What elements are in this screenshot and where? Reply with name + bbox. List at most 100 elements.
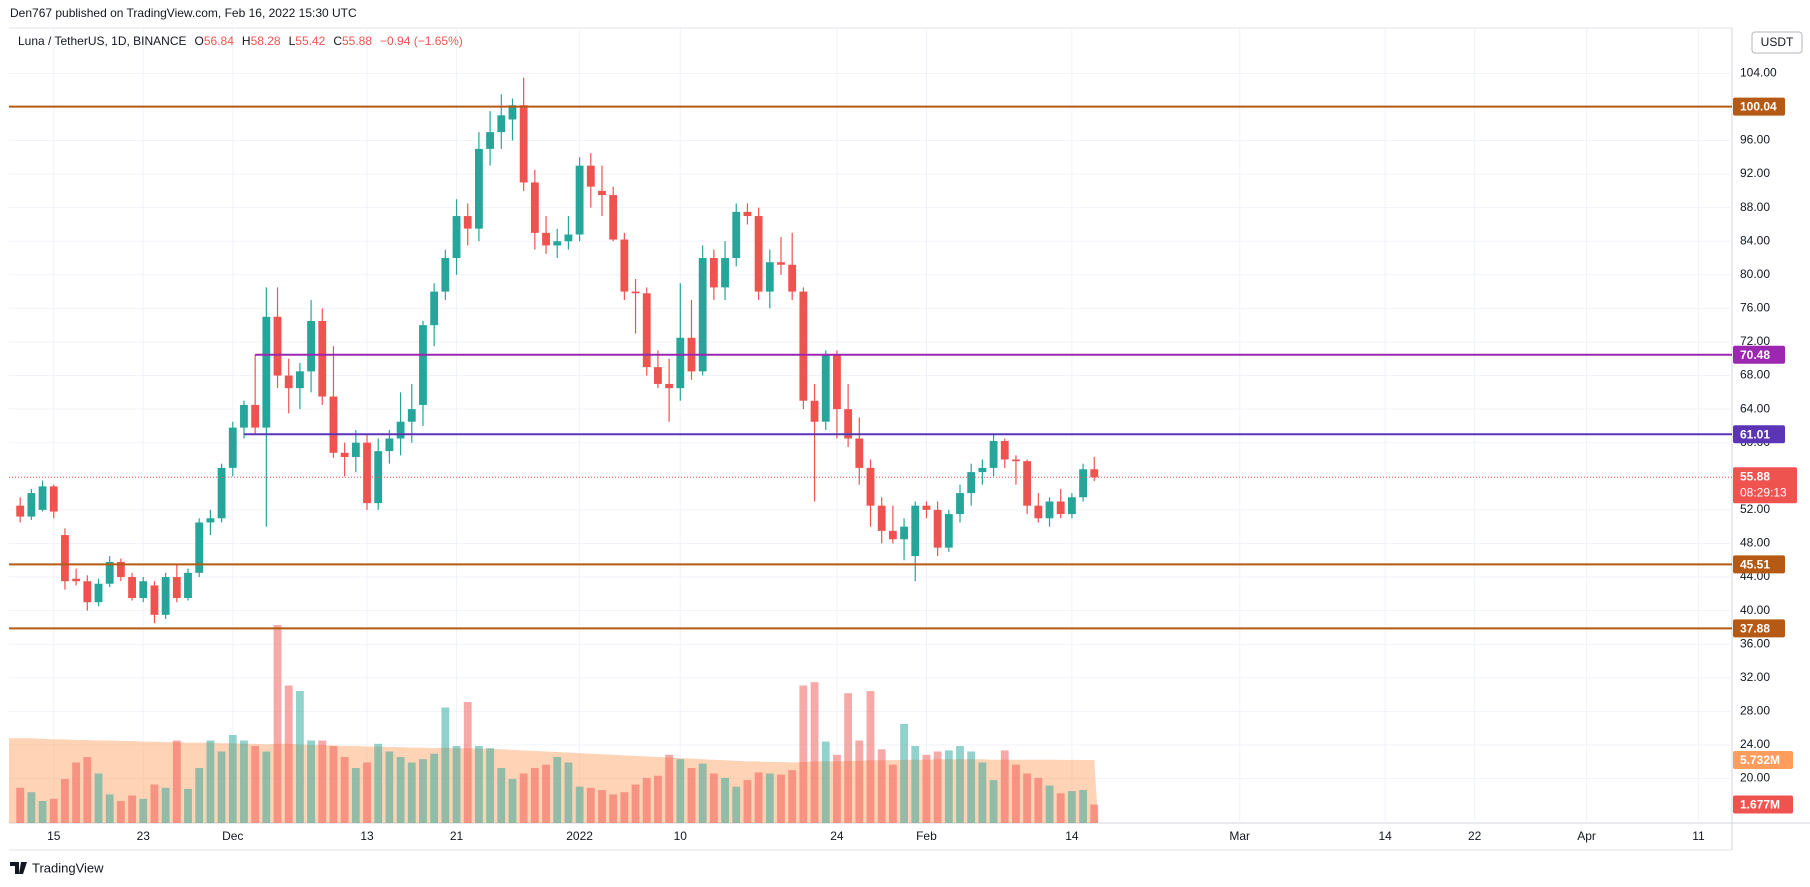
legend-ohlc-value: 55.42 [295,34,325,48]
x-tick-label: 11 [1692,829,1705,843]
candle-body [72,578,81,582]
volume-bar [83,757,92,823]
volume-bar [329,746,338,823]
candle-body [676,337,685,389]
volume-bar [1023,773,1032,823]
candle-body [810,400,819,422]
candle-body [497,115,506,133]
volume-bar [844,693,853,823]
volume-bar [363,762,371,823]
price-level-label: 45.51 [1740,558,1770,572]
last-price-label: 55.88 [1740,469,1770,483]
candle-body [911,505,920,557]
volume-bar [240,740,248,823]
volume-bar [586,787,595,823]
candle-body [530,182,539,233]
volume-bar [351,768,360,823]
x-tick-label: 13 [360,829,374,843]
volume-bar [654,775,662,823]
volume-bar [1000,750,1009,823]
candle-body [698,258,707,372]
y-tick-label: 72.00 [1740,334,1770,348]
candle-body [128,577,136,599]
candle-body [228,427,237,468]
candle-body [665,383,674,389]
volume-bar [161,787,170,823]
volume-bar [821,741,830,823]
candle-body [631,291,640,294]
volume-bar [38,801,47,823]
legend-change: −0.94 (−1.65%) [380,34,463,48]
candle-body [575,165,584,235]
publisher-note: Den767 published on TradingView.com, Feb… [10,6,357,20]
candle-body [150,585,159,615]
last-price-badge [1733,467,1797,504]
candle-body [396,421,405,439]
volume-bar [486,748,495,823]
volume-bar [900,724,908,823]
volume-bar [49,798,58,823]
candle-body [709,258,718,288]
legend-title: Luna / TetherUS, 1D, BINANCE [18,34,187,48]
candle-body [49,486,58,512]
volume-bar [172,740,181,823]
candle-body [654,367,662,384]
volume-bar [542,764,550,823]
candle-body [251,404,260,428]
candle-body [16,505,25,517]
x-tick-label: 2022 [566,829,593,843]
volume-badge [1733,795,1793,814]
y-tick-label: 88.00 [1740,200,1770,214]
legend-ohlc-key: L [289,34,296,48]
volume-bar [1045,785,1054,823]
y-tick-label: 48.00 [1740,536,1770,550]
candle-body [184,572,192,599]
candle-body [419,325,427,405]
volume-bar [743,780,752,823]
logo-mark [10,862,27,874]
price-level-label: 61.01 [1740,427,1770,441]
currency-box [1751,31,1803,54]
volume-bar [978,762,987,823]
candle-body [844,409,853,439]
volume-bar [698,763,707,823]
volume-bar [419,759,427,823]
candle-body [363,442,371,504]
price-level-label: 100.04 [1740,100,1777,114]
volume-bar [1056,793,1065,823]
candle-body [933,509,942,548]
candle-body [38,486,47,510]
volume-bar [295,691,304,823]
price-level-badge [1733,345,1785,364]
volume-bar [665,754,674,823]
candle-body [788,264,797,292]
volume-bar [519,773,528,823]
candle-body [340,452,349,457]
legend-ohlc-value: 58.28 [251,34,281,48]
candle-body [721,258,729,288]
volume-bar [609,794,618,823]
volume-bar [184,788,192,823]
volume-bar [128,795,136,823]
volume-bar [833,754,841,823]
volume-bar [105,794,114,823]
candle-body [900,526,908,540]
candle-body [351,442,360,457]
volume-bar [463,702,472,823]
price-level-badge [1733,97,1785,116]
countdown-label: 08:29:13 [1740,485,1787,499]
x-tick-label: 15 [47,829,61,843]
candle-body [262,316,271,428]
candle-body [452,216,461,259]
candle-body [195,522,204,573]
y-tick-label: 32.00 [1740,670,1770,684]
volume-bar [911,746,920,823]
volume-bar [1034,777,1043,823]
legend-ohlc-key: H [242,34,251,48]
x-tick-label: Mar [1229,829,1250,843]
volume-bar [1067,791,1076,823]
x-tick-label: 14 [1378,829,1392,843]
volume-bar [709,773,718,823]
candle-body [821,354,830,422]
